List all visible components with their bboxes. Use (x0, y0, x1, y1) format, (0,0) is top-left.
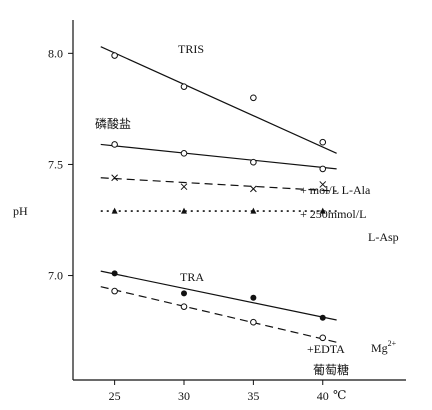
data-point-series-4 (111, 270, 118, 277)
label-mg-superscript: 2+ (388, 339, 397, 348)
data-point-series-4 (250, 294, 257, 301)
label-glucose: 葡萄糖 (313, 362, 349, 377)
x-tick-label: 35 (247, 389, 259, 403)
x-tick-label: 25 (109, 389, 121, 403)
y-tick-label: 7.0 (48, 269, 63, 283)
axes: 7.0 7.5 8.0 25 30 35 40 (48, 20, 406, 403)
y-tick-label: 7.5 (48, 157, 63, 171)
data-point-series-0 (180, 83, 188, 90)
label-tris: TRIS (178, 42, 204, 56)
label-edta: +EDTA (307, 342, 345, 356)
data-point-series-0 (250, 94, 257, 102)
fit-line-series-4 (100, 270, 337, 321)
label-phosphate: 磷酸盐 (95, 116, 131, 131)
data-point-series-3 (181, 207, 187, 214)
label-mg-text: Mg (371, 341, 388, 355)
data-point-series-5 (180, 303, 188, 310)
x-axis-label: ℃ (333, 388, 346, 402)
y-tick-label: 8.0 (48, 46, 63, 60)
data-point-series-1 (180, 150, 188, 157)
label-asp-line2: L-Asp (368, 230, 399, 244)
data-point-series-0 (319, 138, 327, 146)
fit-line-series-5 (100, 286, 337, 343)
data-point-series-3 (111, 207, 118, 214)
fit-line-series-2 (100, 177, 337, 192)
data-point-series-1 (111, 141, 118, 148)
label-mg: Mg2+ (371, 339, 397, 355)
data-point-series-3 (250, 207, 257, 214)
data-point-series-5 (319, 334, 327, 342)
data-point-series-0 (111, 52, 118, 59)
label-ala: + mol/L L-Ala (300, 183, 371, 197)
data-point-series-4 (181, 290, 187, 297)
data-point-series-2 (250, 185, 257, 193)
data-point-series-1 (250, 158, 257, 166)
label-asp-line1: + 250mmol/L (300, 207, 366, 221)
y-axis-label: pH (13, 204, 28, 218)
data-point-series-2 (180, 183, 188, 191)
fit-line-series-0 (100, 46, 337, 154)
fit-line-series-1 (100, 143, 337, 170)
data-point-series-1 (319, 165, 327, 173)
x-tick-label: 30 (178, 389, 190, 403)
fit-lines (100, 46, 337, 343)
data-point-series-3 (319, 207, 326, 214)
data-point-series-2 (111, 174, 118, 182)
x-tick-label: 40 (317, 389, 329, 403)
data-point-series-5 (111, 287, 118, 295)
data-point-series-2 (319, 181, 327, 188)
label-tra: TRA (180, 270, 204, 284)
data-points (111, 52, 327, 342)
data-point-series-5 (250, 318, 257, 326)
data-point-series-4 (319, 314, 326, 321)
